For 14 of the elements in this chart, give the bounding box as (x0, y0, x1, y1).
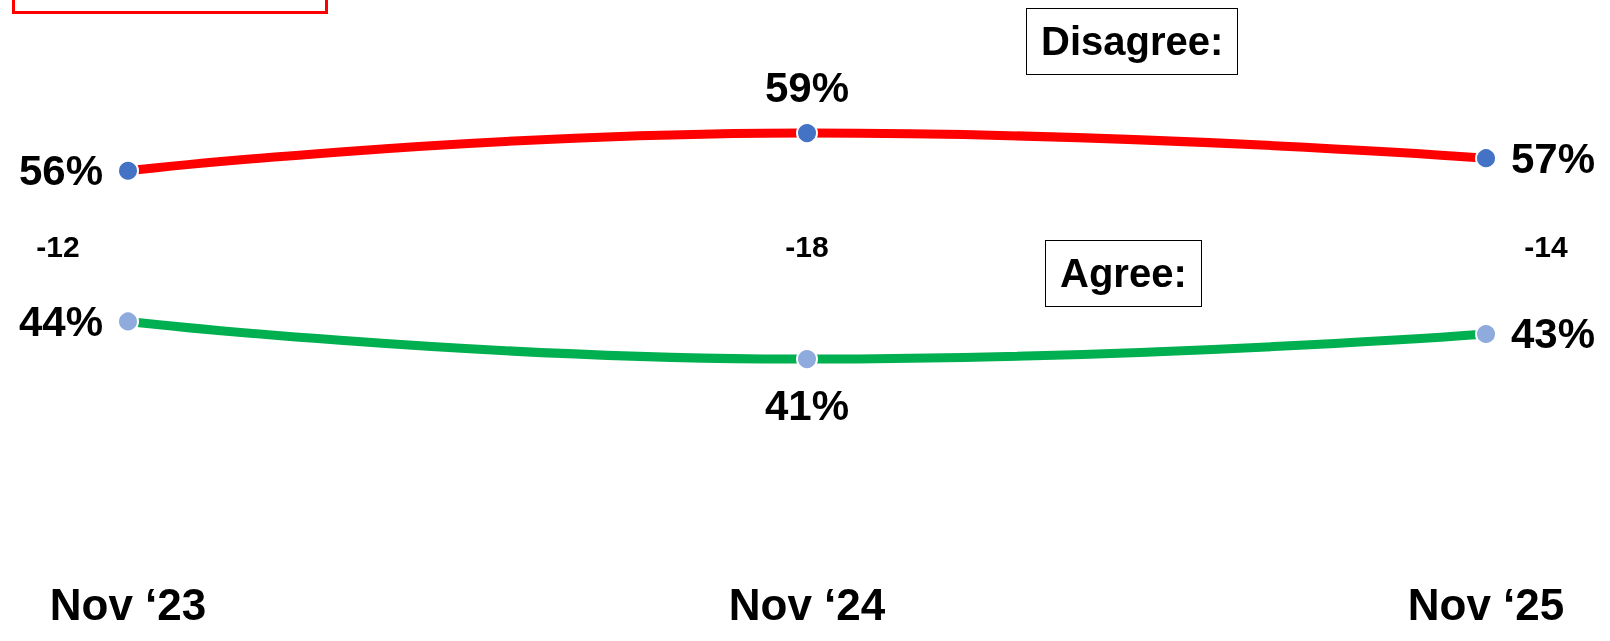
data-label: 44% (18, 297, 103, 345)
annotation: -12 (36, 229, 80, 263)
annotation: -18 (785, 229, 829, 263)
data-label: 41% (764, 381, 850, 429)
x-tick-label: Nov ‘25 (1407, 579, 1565, 629)
data-label: 56% (18, 147, 103, 195)
data-label: 57% (1511, 134, 1596, 182)
x-tick-label: Nov ‘24 (728, 579, 886, 629)
data-label: 59% (764, 63, 850, 111)
series-label: Agree: (1045, 240, 1202, 307)
data-label: 43% (1511, 310, 1596, 358)
x-tick-label: Nov ‘23 (49, 579, 207, 629)
annotation: -14 (1524, 229, 1568, 263)
series-label: Disagree: (1026, 8, 1239, 75)
